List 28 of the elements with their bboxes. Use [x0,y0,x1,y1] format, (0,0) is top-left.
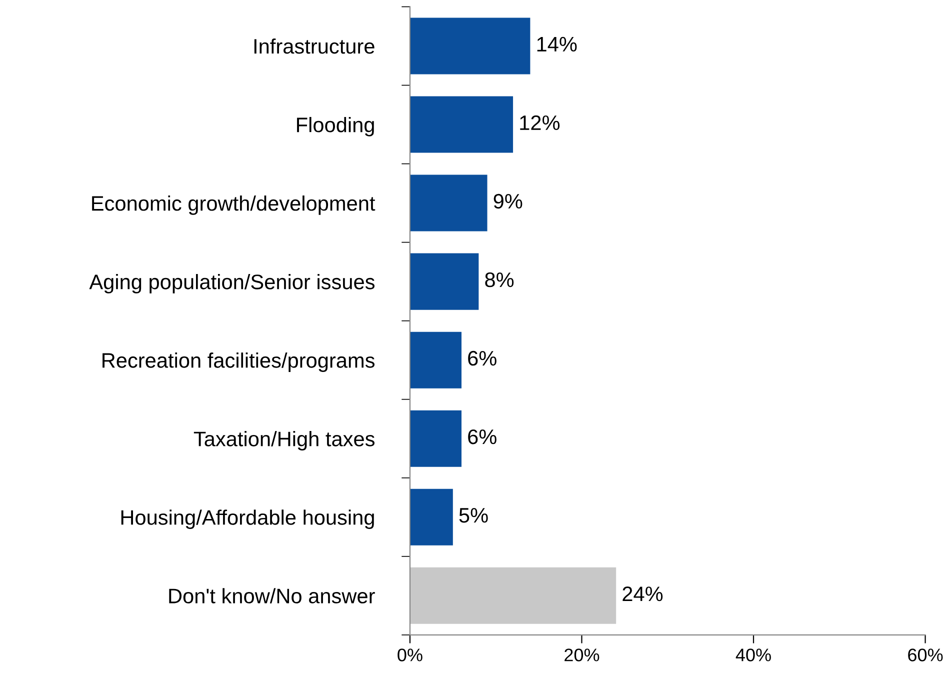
y-tick-label: Recreation facilities/programs [102,352,375,372]
data-label: 14% [537,36,577,52]
data-label: 6% [468,429,496,444]
data-label: 24% [622,586,663,602]
bar [410,253,479,310]
y-tick-label: Aging population/Senior issues [89,274,375,294]
x-tick-label: 0% [398,648,422,662]
data-label: 5% [459,508,488,523]
x-tick-label: 60% [908,648,943,662]
bar [410,410,462,467]
y-tick-label: Economic growth/development [92,195,376,215]
y-tick-label: Don't know/No answer [169,588,375,604]
bar [410,96,514,153]
bar [410,332,462,388]
data-label: 8% [485,272,514,288]
y-tick-label: Infrastructure [254,38,374,54]
x-tick-label: 20% [564,648,600,662]
data-label: 6% [468,350,496,366]
bar [410,567,616,624]
bar [410,174,488,232]
y-tick-label: Housing/Affordable housing [121,510,374,529]
y-tick-label: Taxation/High taxes [194,431,375,450]
bar [410,488,453,546]
bar [410,18,530,74]
x-tick-label: 40% [736,648,771,662]
y-tick-label: Flooding [297,116,374,136]
data-label: 12% [520,115,560,130]
data-label: 9% [494,194,522,209]
